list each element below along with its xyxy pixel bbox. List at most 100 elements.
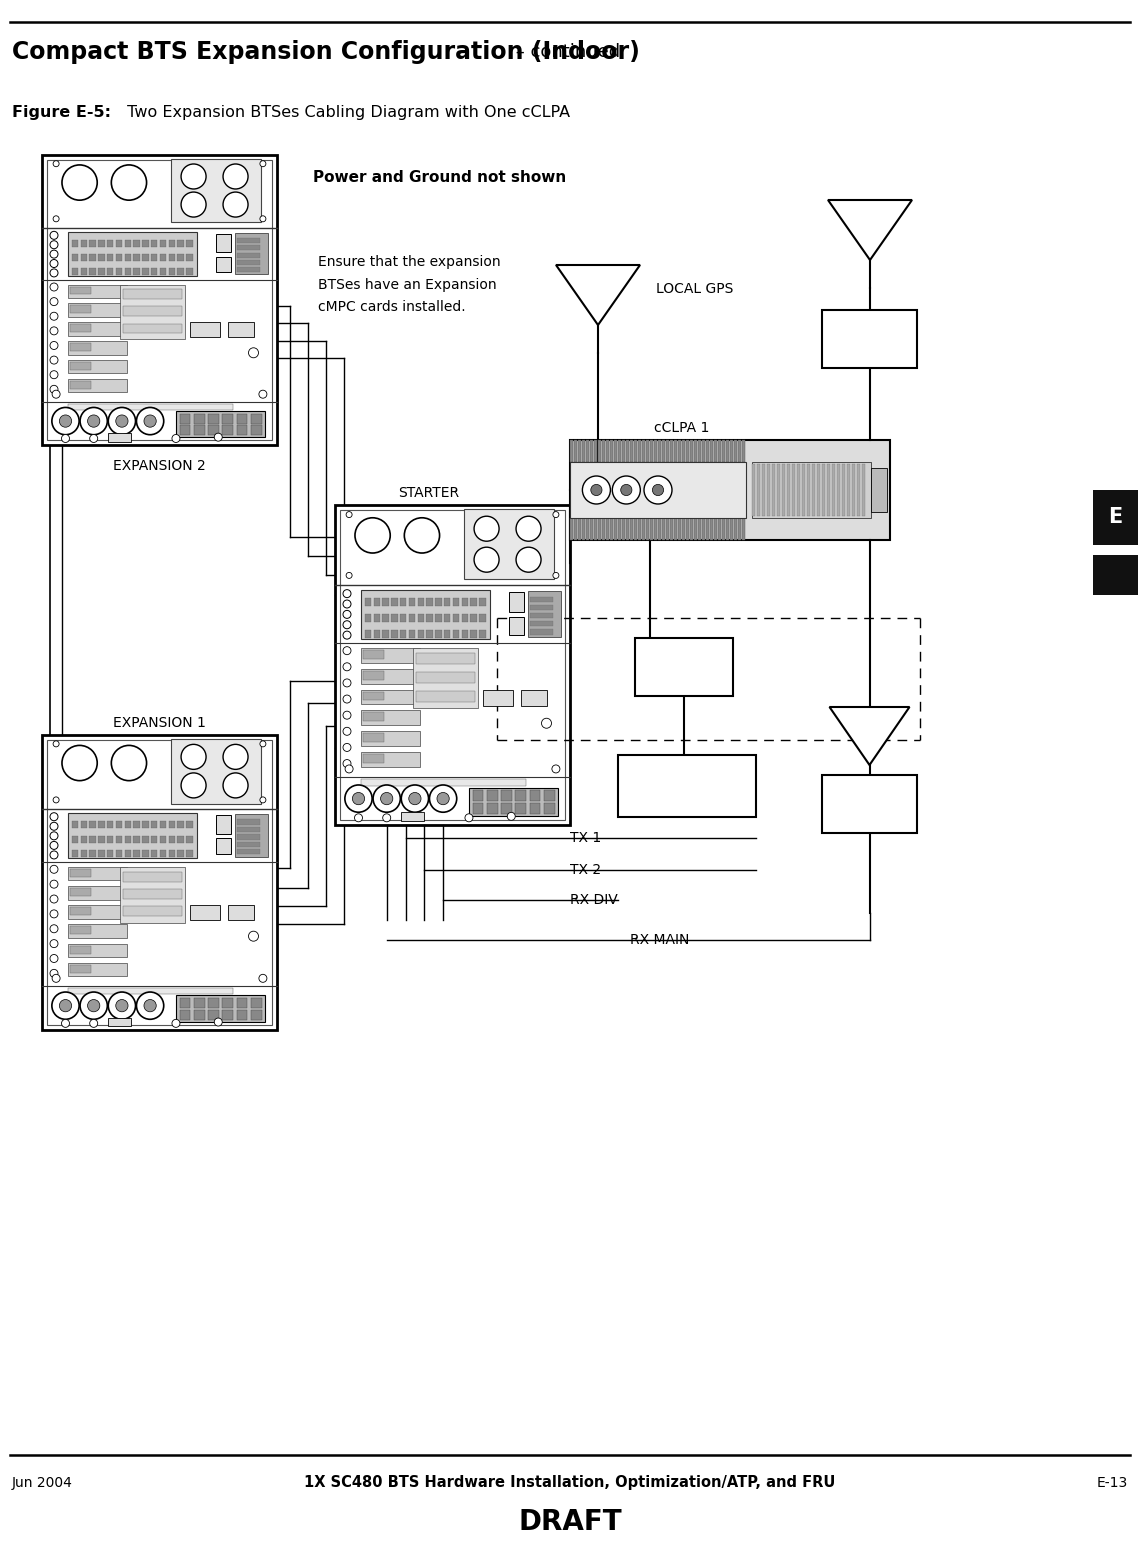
Bar (813, 464, 815, 515)
Bar (178, 239, 184, 247)
Circle shape (381, 793, 393, 805)
Bar (340, 511, 565, 819)
Bar (179, 998, 190, 1008)
Bar (426, 630, 433, 637)
Bar (68, 924, 127, 938)
Bar (68, 404, 233, 410)
Circle shape (383, 813, 391, 822)
Bar (606, 440, 609, 461)
Bar (133, 255, 140, 261)
Bar (335, 505, 570, 826)
Bar (120, 867, 186, 923)
Bar (417, 630, 424, 637)
Circle shape (50, 268, 58, 276)
Bar (70, 306, 90, 313)
Circle shape (59, 415, 72, 427)
Bar (822, 310, 917, 367)
Circle shape (181, 744, 206, 770)
Bar (426, 614, 433, 622)
Bar (472, 804, 483, 815)
Circle shape (223, 744, 249, 770)
Bar (544, 790, 555, 801)
Bar (610, 518, 613, 540)
Bar (734, 440, 736, 461)
Circle shape (401, 785, 429, 812)
Circle shape (343, 727, 351, 736)
Bar (190, 322, 220, 336)
Bar (400, 614, 407, 622)
Circle shape (343, 631, 351, 639)
Bar (453, 599, 459, 606)
Bar (521, 690, 547, 705)
Bar (575, 440, 577, 461)
Circle shape (112, 745, 147, 781)
Bar (361, 779, 526, 787)
Bar (361, 751, 420, 767)
Text: E: E (1108, 508, 1122, 528)
Bar (570, 440, 890, 540)
Circle shape (116, 1000, 128, 1012)
Circle shape (108, 992, 136, 1020)
Bar (228, 906, 254, 920)
Circle shape (52, 390, 60, 398)
Bar (674, 440, 677, 461)
Bar (528, 591, 561, 637)
Bar (133, 268, 140, 275)
Text: – continued: – continued (510, 43, 620, 62)
Bar (123, 307, 182, 316)
Bar (251, 998, 262, 1008)
Circle shape (343, 694, 351, 704)
Bar (591, 440, 593, 461)
Bar (116, 268, 122, 275)
Bar (602, 440, 605, 461)
Bar (169, 239, 176, 247)
Circle shape (59, 1000, 72, 1012)
Circle shape (259, 390, 267, 398)
Bar (150, 239, 157, 247)
Bar (462, 599, 469, 606)
Bar (133, 836, 140, 842)
Circle shape (355, 813, 363, 822)
Bar (702, 518, 705, 540)
Circle shape (50, 250, 58, 258)
Bar (108, 434, 131, 441)
Circle shape (80, 407, 107, 435)
Bar (186, 850, 193, 858)
Bar (686, 518, 689, 540)
Bar (222, 1011, 233, 1020)
Bar (107, 836, 114, 842)
Bar (363, 671, 383, 679)
Bar (70, 381, 90, 389)
Bar (365, 630, 372, 637)
Bar (690, 440, 693, 461)
Bar (416, 653, 475, 663)
Bar (738, 518, 741, 540)
Bar (68, 380, 127, 392)
Bar (417, 599, 424, 606)
Bar (871, 468, 887, 512)
Bar (435, 614, 441, 622)
Bar (142, 268, 148, 275)
Circle shape (50, 850, 58, 859)
Circle shape (214, 434, 222, 441)
Bar (68, 231, 197, 276)
Circle shape (50, 910, 58, 918)
Circle shape (181, 164, 206, 188)
Text: BTSes have an Expansion: BTSes have an Expansion (318, 278, 497, 292)
Bar (479, 599, 486, 606)
Bar (178, 850, 184, 858)
Bar (853, 464, 855, 515)
Bar (807, 464, 811, 515)
Circle shape (352, 793, 365, 805)
Polygon shape (556, 265, 640, 326)
Bar (530, 605, 553, 611)
Bar (235, 233, 268, 275)
Bar (160, 850, 166, 858)
Bar (222, 426, 233, 435)
Text: cMPC cards installed.: cMPC cards installed. (318, 299, 465, 313)
Text: 1X SC480 BTS Hardware Installation, Optimization/ATP, and FRU: 1X SC480 BTS Hardware Installation, Opti… (304, 1475, 836, 1491)
Bar (650, 518, 653, 540)
Bar (666, 440, 669, 461)
Bar (630, 518, 633, 540)
Bar (828, 464, 830, 515)
